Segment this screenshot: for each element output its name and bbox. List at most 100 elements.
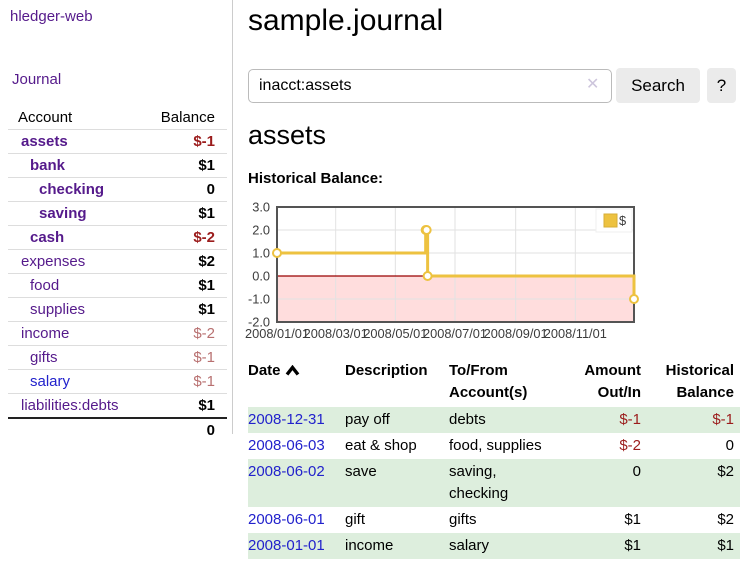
transaction-historical-balance: $2 xyxy=(717,511,734,528)
account-row: food $1 xyxy=(8,274,227,298)
account-link[interactable]: salary xyxy=(30,373,71,390)
accounts-total-value: 0 xyxy=(206,422,215,439)
sidebar: hledger-web Journal Account Balance asse… xyxy=(0,0,233,439)
main-content: sample.journal ✕ Search ? assets Histori… xyxy=(245,0,740,582)
transaction-amount: $1 xyxy=(624,511,641,528)
svg-text:-2.0: -2.0 xyxy=(248,315,270,330)
transaction-date-link[interactable]: 2008-06-03 xyxy=(248,437,325,454)
account-row: expenses $2 xyxy=(8,250,227,274)
transaction-description: eat & shop xyxy=(345,437,417,454)
app-title-link[interactable]: hledger-web xyxy=(10,8,93,25)
transaction-row: 2008-06-03 eat & shop food, supplies $-2 0 xyxy=(248,433,740,459)
transaction-date-link[interactable]: 2008-12-31 xyxy=(248,411,325,428)
accounts-header-account: Account xyxy=(18,109,73,126)
transaction-description: save xyxy=(345,463,377,480)
svg-text:2008/01/01: 2008/01/01 xyxy=(245,326,309,341)
column-header-amount: Amount Out/In xyxy=(584,362,641,401)
transaction-description: pay off xyxy=(345,411,390,428)
chart-title: Historical Balance: xyxy=(248,170,384,187)
account-row: bank $1 xyxy=(8,154,227,178)
transaction-description: income xyxy=(345,537,394,554)
svg-text:2008/09/01: 2008/09/01 xyxy=(484,326,548,341)
account-row: cash $-2 xyxy=(8,226,227,250)
account-link[interactable]: supplies xyxy=(30,301,86,318)
column-header-historical-balance: Historical Balance xyxy=(665,362,734,401)
svg-text:1.0: 1.0 xyxy=(252,246,270,261)
account-row: gifts $-1 xyxy=(8,346,227,370)
account-link[interactable]: saving xyxy=(39,205,87,222)
transactions-header-row: Date Description To/From Account(s) Amoun… xyxy=(248,360,740,407)
transaction-historical-balance: $-1 xyxy=(712,411,734,428)
account-link[interactable]: food xyxy=(30,277,60,294)
transaction-accounts: food, supplies xyxy=(449,437,542,454)
account-balance: $1 xyxy=(198,301,215,318)
sidebar-item-journal[interactable]: Journal xyxy=(12,71,62,88)
transaction-date-link[interactable]: 2008-06-01 xyxy=(248,511,325,528)
account-heading: assets xyxy=(248,120,327,150)
clear-search-icon[interactable]: ✕ xyxy=(586,76,600,93)
transactions-table: Date Description To/From Account(s) Amoun… xyxy=(248,360,740,559)
column-header-date[interactable]: Date xyxy=(248,360,345,407)
account-balance: $-2 xyxy=(193,325,215,342)
account-row: checking 0 xyxy=(8,178,227,202)
account-balance: $-1 xyxy=(193,349,215,366)
svg-text:2008/11/01: 2008/11/01 xyxy=(544,326,607,341)
account-balance: $1 xyxy=(198,205,215,222)
account-row: income $-2 xyxy=(8,322,227,346)
account-link[interactable]: gifts xyxy=(30,349,58,366)
sort-by-date-link[interactable]: Date xyxy=(248,362,300,379)
svg-text:2008/03/01: 2008/03/01 xyxy=(304,326,368,341)
transaction-row: 2008-12-31 pay off debts $-1 $-1 xyxy=(248,407,740,433)
account-link[interactable]: liabilities:debts xyxy=(21,397,119,414)
transaction-date-link[interactable]: 2008-01-01 xyxy=(248,537,325,554)
transaction-amount: $1 xyxy=(624,537,641,554)
transaction-amount: $-2 xyxy=(619,437,641,454)
transaction-accounts: saving, checking xyxy=(449,463,509,502)
accounts-total-row: 0 xyxy=(8,418,227,442)
page-title: sample.journal xyxy=(248,4,444,37)
account-link[interactable]: checking xyxy=(39,181,105,198)
account-balance: 0 xyxy=(206,181,215,198)
transaction-date-link[interactable]: 2008-06-02 xyxy=(248,463,325,480)
transaction-historical-balance: $2 xyxy=(717,463,734,480)
transaction-amount: 0 xyxy=(632,463,641,480)
help-button[interactable]: ? xyxy=(707,68,736,103)
transaction-row: 2008-01-01 income salary $1 $1 xyxy=(248,533,740,559)
account-balance: $-2 xyxy=(193,229,215,246)
sort-ascending-icon xyxy=(285,364,299,376)
transaction-accounts: salary xyxy=(449,537,490,554)
svg-text:-1.0: -1.0 xyxy=(248,292,270,307)
transaction-accounts: debts xyxy=(449,411,486,428)
transaction-row: 2008-06-01 gift gifts $1 $2 xyxy=(248,507,740,533)
accounts-table: Account Balance assets $-1 bank $1 checking 0… xyxy=(8,106,227,442)
search-form: ✕ Search ? xyxy=(248,68,740,105)
transaction-amount: $-1 xyxy=(619,411,641,428)
search-input[interactable] xyxy=(248,69,612,103)
account-link[interactable]: bank xyxy=(30,157,66,174)
accounts-total-spacer xyxy=(8,418,145,442)
account-link[interactable]: income xyxy=(21,325,70,342)
svg-text:0.0: 0.0 xyxy=(252,269,270,284)
accounts-header-balance: Balance xyxy=(160,109,215,126)
svg-text:2008/07/01: 2008/07/01 xyxy=(423,326,487,341)
transaction-historical-balance: 0 xyxy=(725,437,734,454)
account-row: saving $1 xyxy=(8,202,227,226)
svg-text:2008/05/01: 2008/05/01 xyxy=(363,326,427,341)
account-row: liabilities:debts $1 xyxy=(8,394,227,418)
account-row: salary $-1 xyxy=(8,370,227,394)
account-link[interactable]: cash xyxy=(30,229,65,246)
search-button[interactable]: Search xyxy=(616,68,700,103)
account-balance: $2 xyxy=(198,253,215,270)
account-balance: $-1 xyxy=(193,373,215,390)
svg-text:2.0: 2.0 xyxy=(252,223,270,238)
historical-balance-chart: -2.0 -1.0 0.0 1.0 2.0 3.0 2008/01/012008/03/01… xyxy=(245,202,639,341)
account-balance: $1 xyxy=(198,397,215,414)
svg-text:3.0: 3.0 xyxy=(252,202,270,215)
account-row: assets $-1 xyxy=(8,130,227,154)
transaction-description: gift xyxy=(345,511,366,528)
account-link[interactable]: assets xyxy=(21,133,68,150)
column-header-accounts: To/From Account(s) xyxy=(449,362,528,401)
column-header-description: Description xyxy=(345,362,428,379)
account-link[interactable]: expenses xyxy=(21,253,86,270)
account-balance: $-1 xyxy=(193,133,215,150)
